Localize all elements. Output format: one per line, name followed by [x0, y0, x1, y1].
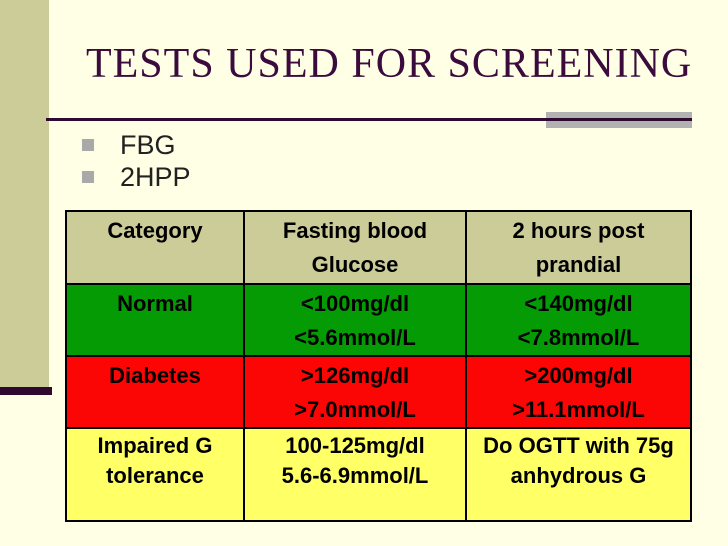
page-title: TESTS USED FOR SCREENING — [86, 41, 693, 87]
bullet-label: 2HPP — [120, 162, 191, 192]
cell-line: >200mg/dl — [524, 363, 633, 388]
title-underline — [46, 118, 692, 121]
screening-criteria-table: Category Fasting blood Glucose 2 hours p… — [65, 210, 692, 522]
cell-line: 100-125mg/dl — [285, 433, 425, 458]
table-row-impaired-glucose-tolerance: Impaired G tolerance 100-125mg/dl 5.6-6.… — [65, 427, 692, 522]
cell-line: Category — [107, 218, 203, 243]
cell-line: >11.1mmol/L — [512, 397, 645, 422]
cell-impaired-fbg: 100-125mg/dl 5.6-6.9mmol/L — [243, 427, 467, 522]
cell-line: <100mg/dl — [300, 291, 410, 316]
cell-line: Do OGTT with 75g — [483, 433, 674, 458]
cell-line: 2 hours post — [512, 218, 645, 243]
cell-line: <7.8mmol/L — [517, 325, 640, 350]
table-header-row: Category Fasting blood Glucose 2 hours p… — [65, 210, 692, 285]
sidebar-strip — [0, 0, 49, 387]
cell-line: anhydrous G — [510, 463, 647, 488]
cell-line: Normal — [117, 291, 193, 316]
bullet-square-icon — [82, 139, 94, 151]
cell-line: Glucose — [311, 252, 399, 277]
cell-impaired-category: Impaired G tolerance — [65, 427, 245, 522]
cell-line: 5.6-6.9mmol/L — [281, 463, 429, 488]
cell-line: >7.0mmol/L — [294, 397, 416, 422]
bullet-item-fbg: FBG — [82, 130, 176, 160]
bullet-label: FBG — [120, 130, 176, 160]
cell-impaired-2hpp: Do OGTT with 75g anhydrous G — [465, 427, 692, 522]
sidebar-accent-bar — [0, 387, 52, 395]
cell-line: tolerance — [106, 463, 204, 488]
cell-diabetes-fbg: >126mg/dl >7.0mmol/L — [243, 355, 467, 429]
cell-line: prandial — [535, 252, 622, 277]
header-cell-category: Category — [65, 210, 245, 285]
cell-line: Fasting blood — [282, 218, 428, 243]
bullet-square-icon — [82, 171, 94, 183]
cell-line: <5.6mmol/L — [294, 325, 416, 350]
cell-line: <140mg/dl — [524, 291, 633, 316]
cell-line: Diabetes — [109, 363, 201, 388]
table-row-diabetes: Diabetes >126mg/dl >7.0mmol/L >200mg/dl … — [65, 355, 692, 429]
cell-line: >126mg/dl — [300, 363, 410, 388]
cell-normal-2hpp: <140mg/dl <7.8mmol/L — [465, 283, 692, 357]
header-cell-2-hours-post-prandial: 2 hours post prandial — [465, 210, 692, 285]
cell-line: Impaired G — [97, 433, 213, 458]
table-row-normal: Normal <100mg/dl <5.6mmol/L <140mg/dl <7… — [65, 283, 692, 357]
cell-normal-fbg: <100mg/dl <5.6mmol/L — [243, 283, 467, 357]
header-cell-fasting-blood-glucose: Fasting blood Glucose — [243, 210, 467, 285]
cell-diabetes-category: Diabetes — [65, 355, 245, 429]
bullet-item-2hpp: 2HPP — [82, 162, 191, 192]
cell-diabetes-2hpp: >200mg/dl >11.1mmol/L — [465, 355, 692, 429]
cell-normal-category: Normal — [65, 283, 245, 357]
